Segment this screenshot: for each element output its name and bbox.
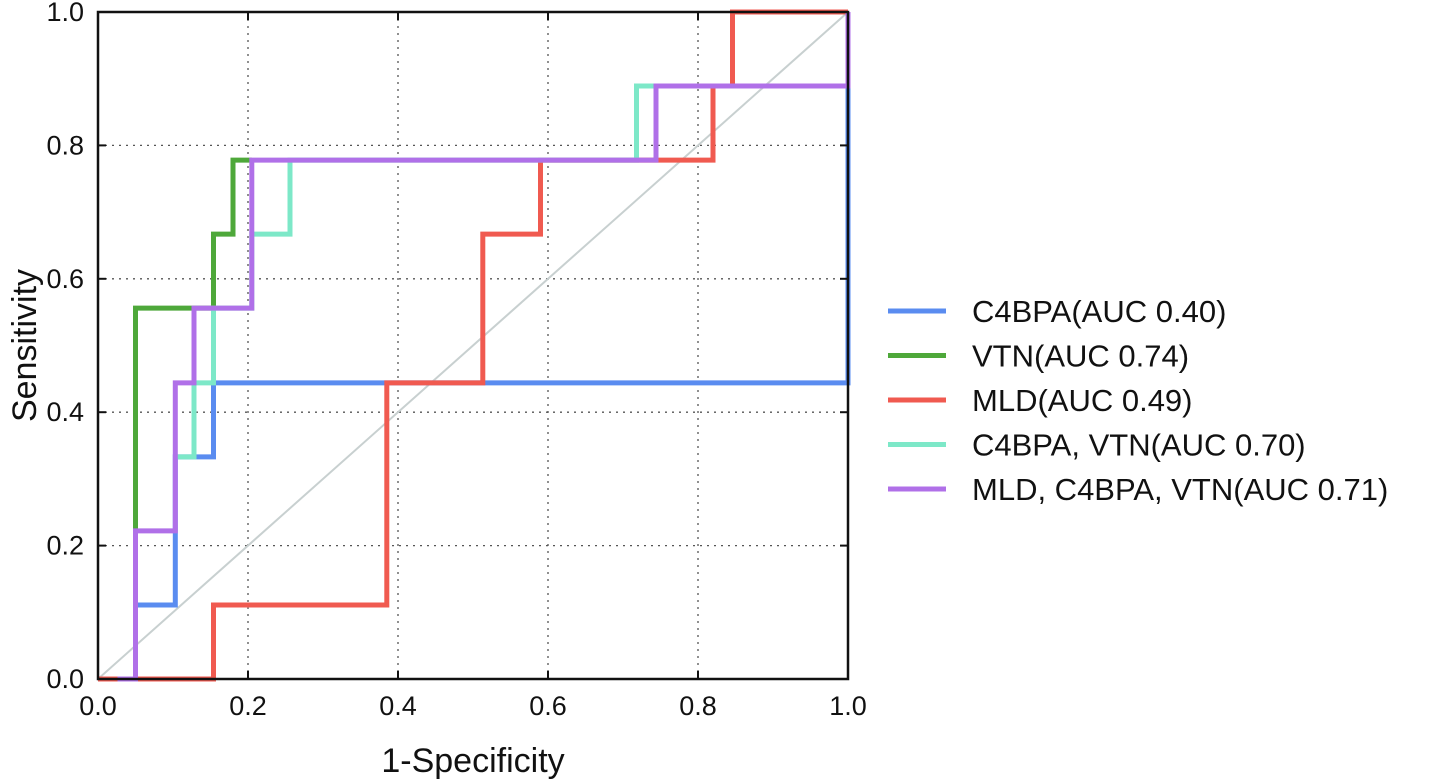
legend-label-3: MLD(AUC 0.49)	[972, 383, 1193, 418]
legend: C4BPA(AUC 0.40) VTN(AUC 0.74) MLD(AUC 0.49…	[888, 294, 1388, 507]
y-tick-label: 0.8	[46, 130, 84, 160]
series-layer	[98, 9, 851, 682]
x-tick-label: 0.8	[679, 691, 717, 721]
x-tick-label: 0.2	[229, 691, 267, 721]
x-axis-ticks: 0.0 0.2 0.4 0.6 0.8 1.0	[79, 12, 867, 721]
y-tick-label: 0.6	[46, 264, 84, 294]
legend-label-5: MLD, C4BPA, VTN(AUC 0.71)	[972, 472, 1388, 507]
y-axis-ticks: 0.0 0.2 0.4 0.6 0.8 1.0	[46, 0, 848, 694]
y-tick-label: 0.2	[46, 531, 84, 561]
legend-label-2: VTN(AUC 0.74)	[972, 339, 1189, 374]
y-tick-label: 1.0	[46, 0, 84, 27]
x-axis-label: 1-Specificity	[381, 742, 564, 779]
x-tick-label: 0.6	[529, 691, 567, 721]
x-tick-label: 0.0	[79, 691, 117, 721]
y-axis-label: Sensitivity	[6, 269, 44, 422]
grid-lines	[98, 12, 848, 679]
legend-label-1: C4BPA(AUC 0.40)	[972, 294, 1226, 329]
x-tick-label: 0.4	[379, 691, 417, 721]
y-tick-label: 0.0	[46, 664, 84, 694]
plot-frame	[96, 10, 850, 681]
y-tick-label: 0.4	[46, 397, 84, 427]
x-tick-label: 1.0	[829, 691, 867, 721]
legend-label-4: C4BPA, VTN(AUC 0.70)	[972, 428, 1306, 463]
series-line-2	[133, 157, 252, 531]
series-line-5	[117, 12, 851, 682]
chance-diagonal-line	[97, 11, 849, 680]
